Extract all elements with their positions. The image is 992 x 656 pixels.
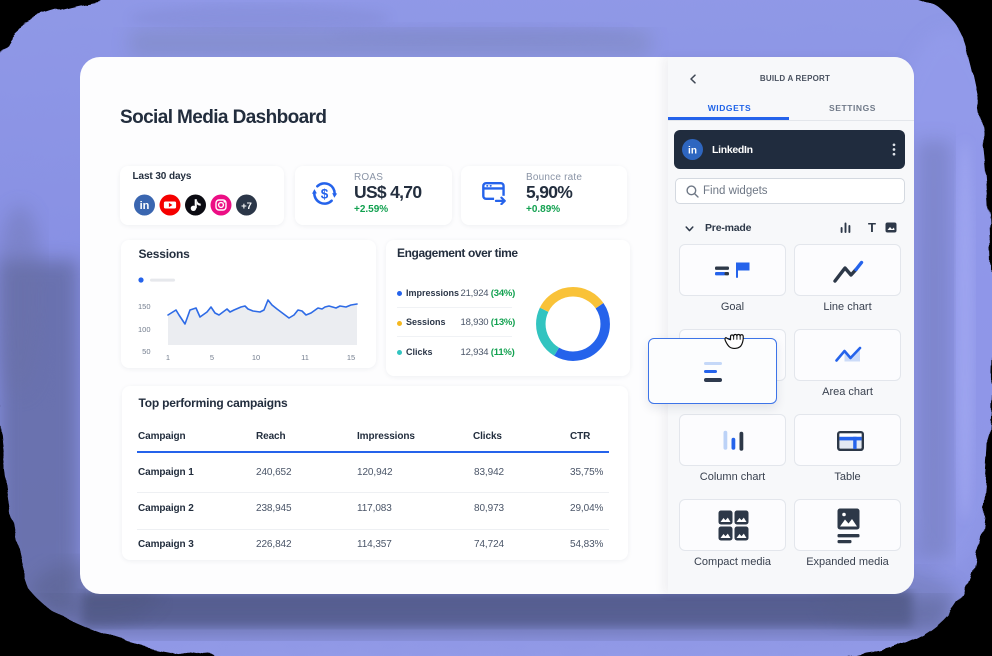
- svg-text:11: 11: [301, 353, 309, 362]
- svg-text:$: $: [321, 186, 329, 201]
- svg-text:in: in: [139, 200, 149, 212]
- svg-text:1: 1: [166, 353, 170, 362]
- svg-text:50: 50: [142, 347, 150, 356]
- svg-text:10: 10: [252, 353, 260, 362]
- svg-text:15: 15: [347, 353, 355, 362]
- svg-text:+7: +7: [241, 200, 252, 211]
- svg-text:150: 150: [138, 302, 151, 311]
- svg-text:5: 5: [210, 353, 214, 362]
- svg-text:100: 100: [138, 325, 151, 334]
- svg-text:in: in: [688, 146, 697, 157]
